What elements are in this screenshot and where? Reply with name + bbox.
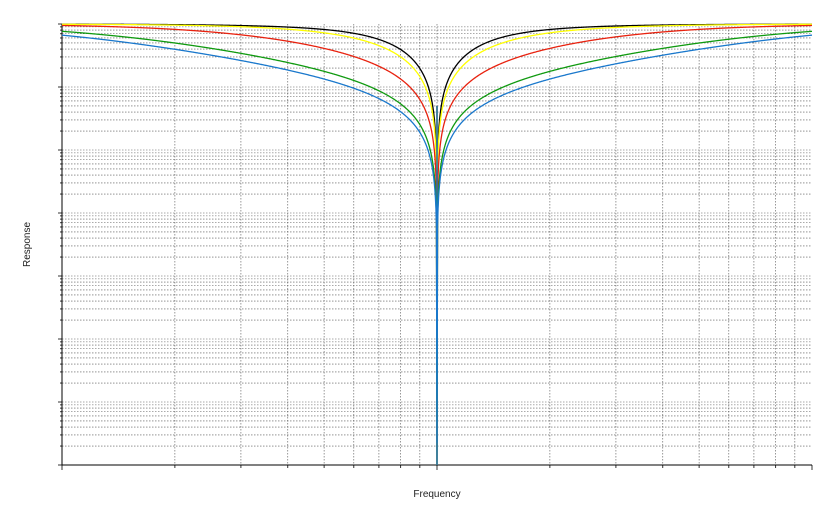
series-group: [61, 23, 813, 466]
x-axis-label: Frequency: [413, 489, 460, 500]
y-axis-label: Response: [22, 222, 33, 267]
series-line-5: [61, 34, 813, 466]
